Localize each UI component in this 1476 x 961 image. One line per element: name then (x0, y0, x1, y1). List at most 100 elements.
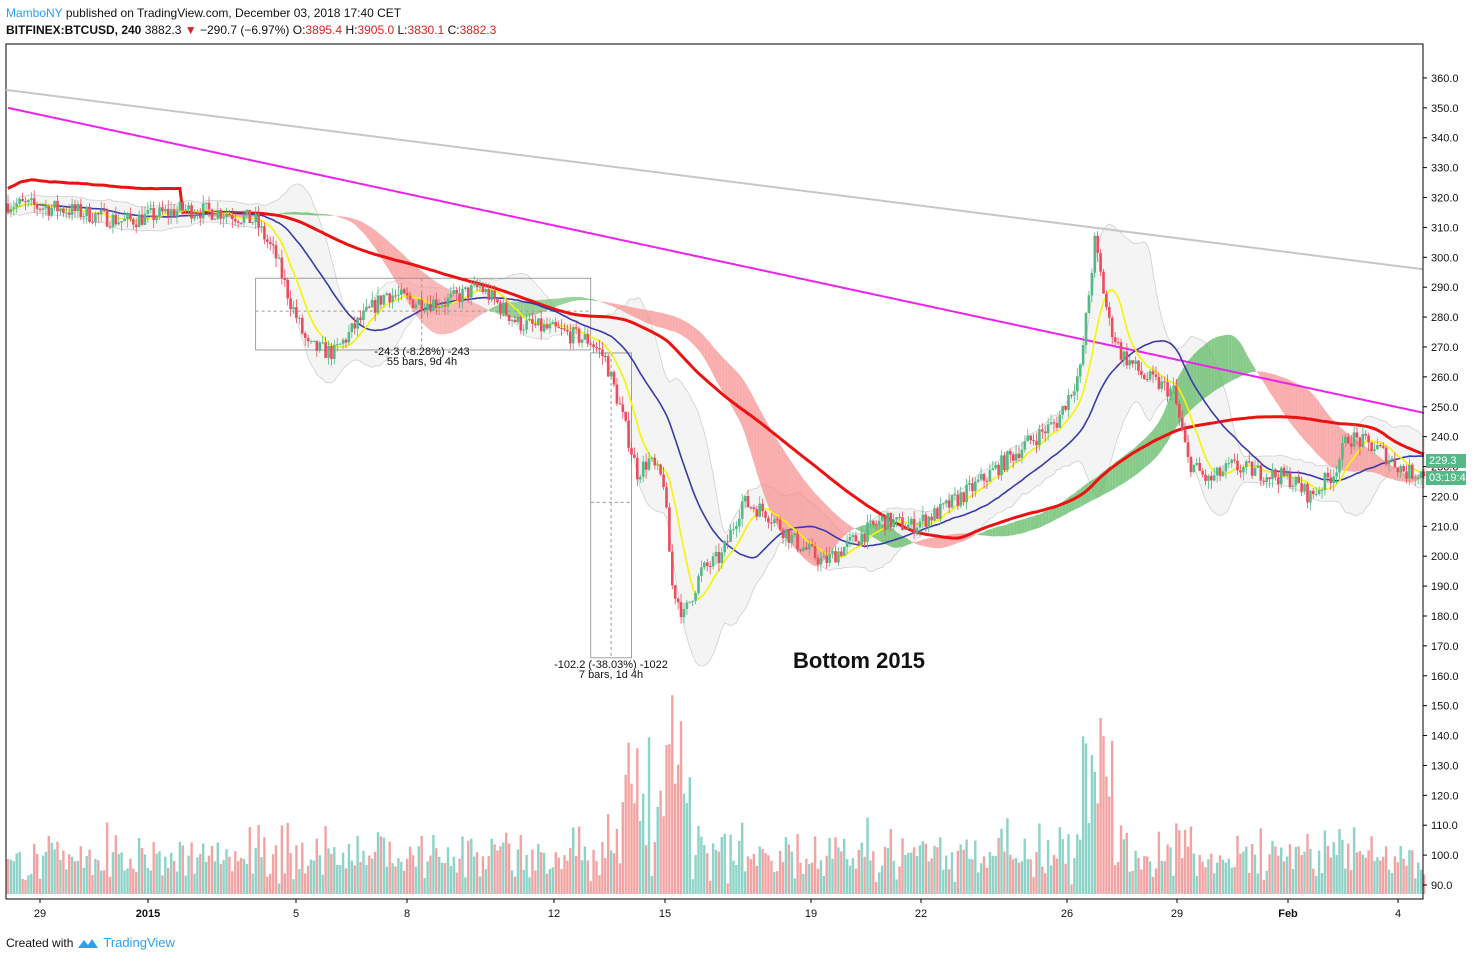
volume-bar (1253, 854, 1257, 894)
volume-bar (312, 860, 316, 894)
cloud-segment (972, 534, 976, 537)
cloud-segment (1193, 351, 1197, 408)
cloud-segment (567, 297, 571, 303)
volume-bar (505, 832, 508, 894)
volume-bar (880, 865, 884, 894)
volume-bar (91, 875, 94, 894)
volume-bar (269, 873, 272, 894)
candle-body (1160, 381, 1164, 389)
volume-bar (111, 852, 115, 894)
cloud-segment (998, 526, 1002, 537)
candle-body (991, 468, 995, 471)
candle-body (1148, 371, 1152, 380)
cloud-segment (1386, 461, 1390, 479)
candle-body (577, 328, 581, 343)
price-axis[interactable]: 360.0 350.0 340.0 330.0 320.0 310.0 300.0 290.0… (1422, 44, 1459, 899)
volume-bar (537, 843, 540, 894)
volume-bar (764, 853, 767, 894)
volume-bar (1093, 771, 1096, 894)
volume-bar (1064, 863, 1067, 894)
cloud-segment (791, 462, 795, 549)
tradingview-brand-link[interactable]: TradingView (103, 935, 175, 950)
cloud-segment (1333, 420, 1337, 470)
candle-body (1009, 451, 1012, 455)
cloud-segment (614, 303, 617, 309)
candle-body (239, 222, 243, 224)
volume-bar (1419, 869, 1423, 894)
cloud-segment (669, 314, 673, 332)
volume-bar (1315, 876, 1318, 894)
candle-body (146, 209, 150, 214)
candle-body (1020, 449, 1024, 458)
candle-body (848, 536, 852, 541)
time-axis[interactable]: 29 2015 5 8 12 15 19 22 26 29 Feb 4 (34, 899, 1401, 920)
cloud-segment (526, 300, 530, 318)
candle-body (673, 585, 677, 599)
volume-bar (27, 875, 30, 894)
candle-body (580, 339, 584, 343)
candle-body (1414, 477, 1417, 479)
author-link[interactable]: MamboNY (6, 6, 63, 20)
volume-bar (1233, 867, 1236, 894)
candle-body (102, 209, 106, 211)
candle-body (216, 210, 220, 219)
candle-body (1087, 295, 1091, 314)
volume-bar (56, 841, 59, 894)
candle-body (816, 558, 820, 565)
volume-bar (548, 869, 552, 894)
candle-body (601, 349, 604, 356)
volume-bar (706, 853, 709, 894)
candle-body (965, 484, 968, 503)
candle-body (1046, 424, 1050, 434)
volume-bar (1131, 871, 1134, 894)
volume-bar (947, 869, 951, 894)
volume-bar (1370, 836, 1373, 894)
candle-body (493, 290, 496, 300)
volume-bar (452, 856, 455, 894)
cloud-segment (625, 305, 629, 315)
candle-body (671, 551, 674, 586)
candle-body (309, 340, 313, 342)
trendline[interactable] (5, 88, 1424, 271)
cloud-segment (587, 298, 591, 301)
volume-bar (825, 855, 828, 894)
candle-body (569, 331, 572, 344)
cloud-segment (817, 496, 821, 566)
volume-bar (164, 856, 167, 894)
volume-bar (1134, 850, 1137, 894)
volume-bar (560, 869, 563, 894)
cloud-segment (1086, 481, 1089, 504)
candle-body (507, 314, 511, 321)
volume-bar (950, 852, 954, 894)
volume-bar (1271, 841, 1274, 894)
candle-body (321, 342, 324, 344)
candle-body (432, 299, 435, 311)
candle-body (1093, 235, 1097, 273)
volume-bar (318, 855, 321, 894)
open-value: 3895.4 (305, 23, 343, 37)
price-tick-label: 210.0 (1431, 521, 1459, 533)
volume-bar (1364, 857, 1367, 894)
time-tick-label: 4 (1395, 908, 1401, 920)
volume-bar (604, 858, 607, 894)
cloud-segment (756, 403, 760, 482)
candle-body (630, 447, 633, 455)
candle-body (1341, 443, 1344, 460)
volume-bar (59, 859, 62, 894)
candle-body (691, 600, 694, 602)
volume-bar (994, 856, 997, 894)
cloud-segment (296, 212, 300, 215)
price-tick-label: 260.0 (1431, 372, 1459, 384)
candle-body (933, 508, 936, 521)
cloud-segment (378, 232, 381, 258)
volume-bar (1239, 853, 1242, 894)
volume-bar (942, 869, 945, 894)
volume-bar (388, 841, 391, 894)
cloud-segment (622, 305, 626, 313)
volume-bar (1262, 879, 1265, 894)
candle-body (822, 555, 826, 558)
cloud-segment (698, 330, 702, 354)
measure-box-1 (255, 277, 592, 351)
candle-body (231, 215, 234, 220)
